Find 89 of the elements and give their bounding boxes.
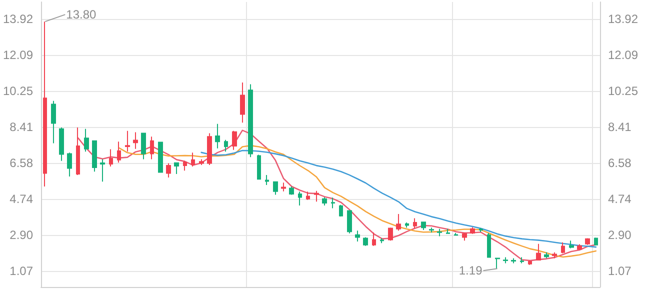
candlestick — [199, 158, 204, 166]
candlestick — [594, 237, 598, 246]
candlestick — [281, 182, 286, 192]
candlestick — [585, 238, 590, 246]
candlestick — [437, 228, 442, 237]
candlestick — [520, 256, 524, 264]
candlestick — [446, 228, 450, 234]
candlestick — [314, 190, 319, 202]
candlestick — [306, 191, 310, 200]
annotation: 13.80 — [66, 8, 96, 22]
candlestick — [380, 238, 384, 244]
candlestick — [289, 186, 294, 196]
candlestick — [215, 123, 220, 149]
y2-tick-label: 4.74 — [608, 192, 632, 206]
candlestick — [503, 256, 508, 264]
candlestick — [552, 252, 557, 259]
candlestick — [183, 160, 187, 172]
candlestick — [355, 230, 360, 242]
candlestick — [511, 258, 516, 264]
candlestick — [76, 127, 80, 176]
candlestick — [43, 21, 47, 188]
y2-tick-label: 8.41 — [608, 120, 632, 134]
candlestick — [544, 252, 549, 259]
candlestick — [487, 232, 491, 258]
candlestick — [388, 227, 393, 242]
candlestick — [528, 260, 532, 266]
candlestick — [117, 141, 121, 164]
candlestick — [191, 152, 195, 168]
candlestick — [109, 148, 113, 168]
candlestick — [561, 242, 565, 254]
line-series — [200, 150, 597, 248]
y-tick-label: 1.07 — [10, 264, 34, 278]
candlestick — [100, 158, 105, 182]
candlestick — [462, 232, 467, 242]
y2-tick-label: 10.25 — [608, 84, 638, 98]
annotation: 1.19 — [458, 264, 483, 278]
y-tick-label: 2.90 — [10, 228, 34, 242]
candlestick — [405, 222, 409, 228]
y-tick-label: 8.41 — [10, 120, 34, 134]
candlestick — [158, 142, 163, 173]
candlestick — [429, 227, 434, 234]
candlestick — [421, 222, 426, 230]
candlestick — [396, 213, 401, 232]
candlestick — [372, 232, 376, 246]
candlestick — [347, 210, 352, 234]
candlestick — [363, 236, 368, 246]
candlestick — [224, 139, 228, 152]
y-tick-label: 13.92 — [3, 12, 34, 26]
candlestick — [495, 258, 500, 270]
candlestick — [150, 136, 154, 160]
line-series — [77, 130, 597, 262]
candlestick — [339, 204, 343, 217]
line-series — [118, 144, 597, 258]
candlestick — [331, 197, 335, 209]
y2-tick-label: 12.09 — [608, 48, 638, 62]
candlestick — [322, 196, 327, 206]
candlestick — [84, 128, 89, 152]
candlestick — [569, 240, 574, 249]
candlestick — [174, 162, 179, 174]
candlestick — [125, 130, 130, 152]
y-tick-label: 12.09 — [3, 48, 34, 62]
candlestick — [273, 181, 278, 196]
candlestick — [577, 244, 582, 250]
candlestick — [479, 228, 483, 233]
y-tick-label: 6.58 — [10, 156, 34, 170]
candlestick — [51, 100, 56, 144]
candlestick — [141, 132, 146, 160]
candlestick — [67, 152, 72, 178]
y2-tick-label: 13.92 — [608, 12, 638, 26]
candlestick — [207, 132, 212, 166]
candlestick — [92, 140, 97, 172]
candlestick — [232, 130, 237, 150]
candlestick — [257, 154, 261, 180]
y2-tick-label: 1.07 — [608, 264, 632, 278]
candlestick — [133, 132, 138, 150]
candlestick — [413, 218, 417, 229]
candlestick — [240, 82, 245, 124]
y-tick-label: 10.25 — [3, 84, 34, 98]
candlestick — [248, 84, 253, 158]
candlestick — [298, 191, 302, 206]
candlestick — [470, 226, 475, 234]
candlestick — [59, 127, 64, 162]
y-tick-label: 4.74 — [10, 192, 34, 206]
y2-tick-label: 6.58 — [608, 156, 632, 170]
candlestick — [166, 162, 171, 178]
y2-tick-label: 2.90 — [608, 228, 632, 242]
candlestick — [454, 232, 458, 236]
candlestick — [265, 174, 269, 186]
candlestick — [536, 243, 541, 262]
